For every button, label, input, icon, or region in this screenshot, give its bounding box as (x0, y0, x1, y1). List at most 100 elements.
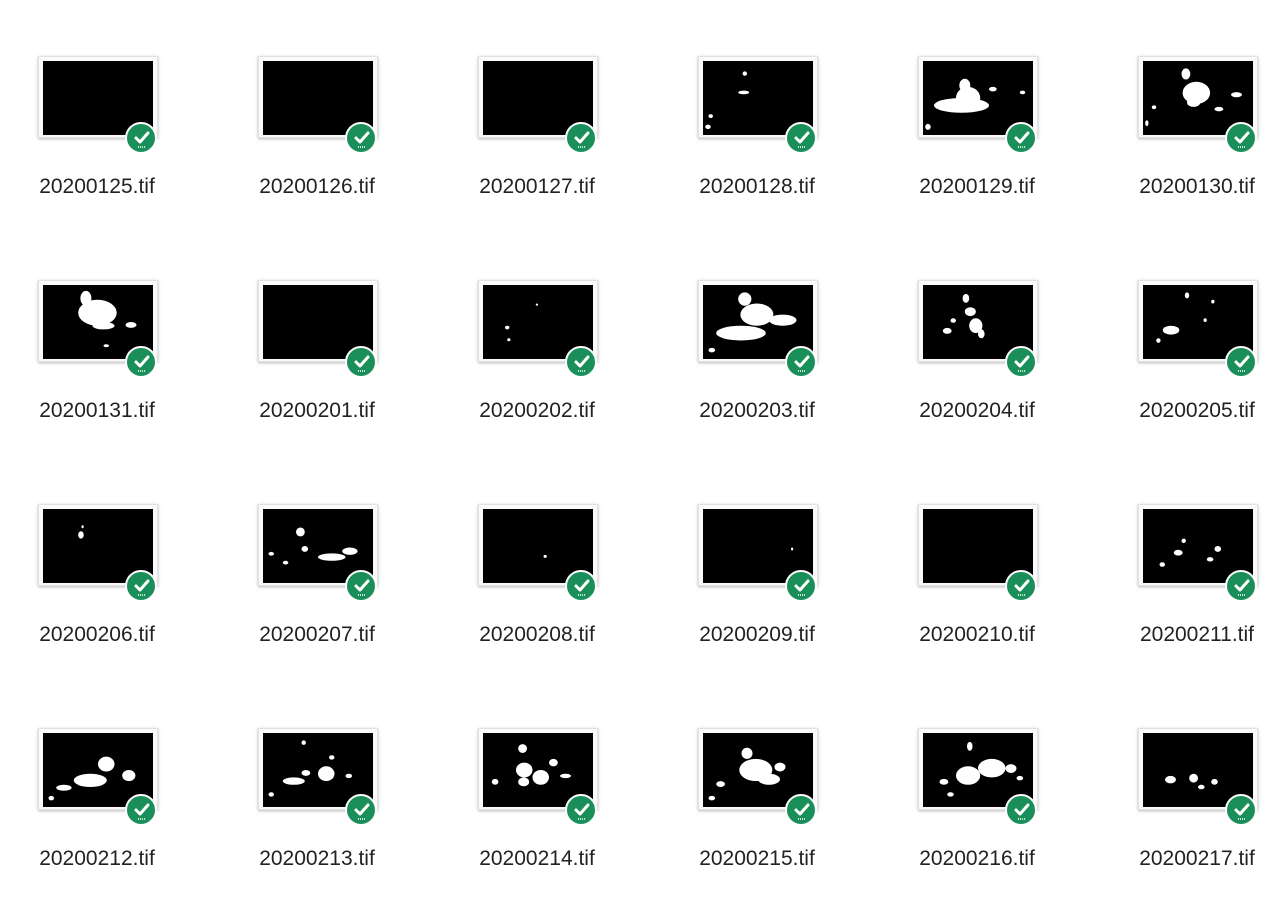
file-name: 20200213.tif (259, 847, 375, 870)
mask-blob (967, 741, 973, 751)
mask-blobs (708, 292, 797, 353)
mask-blobs (939, 741, 1024, 797)
mask-blob (956, 766, 981, 785)
sync-check-icon (565, 794, 597, 826)
mask-blob (268, 551, 274, 556)
sync-check-icon (125, 122, 157, 154)
sync-check-icon (125, 570, 157, 602)
file-item[interactable]: 20200210.tif (887, 496, 1087, 686)
mask-blob (1187, 98, 1201, 107)
sync-check-icon (785, 122, 817, 154)
sync-check-icon (345, 570, 377, 602)
file-item[interactable]: 20200204.tif (887, 272, 1087, 462)
mask-blobs (1145, 68, 1242, 127)
mask-blob (1206, 557, 1214, 562)
file-item[interactable]: 20200125.tif (7, 48, 207, 238)
file-thumbnail[interactable] (258, 56, 378, 138)
mask-blob (1159, 562, 1165, 567)
file-thumbnail[interactable] (38, 56, 158, 138)
sync-check-icon (1225, 570, 1257, 602)
mask-blob (282, 777, 305, 785)
mask-blob (978, 758, 1006, 778)
mask-blobs (791, 547, 794, 551)
mask-blob (268, 792, 274, 797)
file-name: 20200217.tif (1139, 847, 1255, 870)
mask-blobs (1165, 773, 1218, 790)
mask-blob (1019, 90, 1026, 95)
file-item[interactable]: 20200126.tif (227, 48, 427, 238)
thumbnail-image (703, 733, 813, 807)
file-item[interactable]: 20200216.tif (887, 720, 1087, 910)
mask-blob (301, 740, 306, 745)
mask-blob (716, 325, 766, 341)
file-name: 20200207.tif (259, 623, 375, 646)
mask-blob (81, 525, 84, 529)
file-thumbnail[interactable] (258, 504, 378, 586)
mask-blob (742, 71, 747, 76)
sync-check-icon (1005, 122, 1037, 154)
mask-blob (125, 322, 137, 328)
file-item[interactable]: 20200214.tif (447, 720, 647, 910)
file-name: 20200208.tif (479, 623, 595, 646)
file-item[interactable]: 20200205.tif (1107, 272, 1278, 462)
mask-blob (507, 338, 511, 342)
file-item[interactable]: 20200211.tif (1107, 496, 1278, 686)
file-name: 20200205.tif (1139, 399, 1255, 422)
mask-blob (532, 770, 549, 785)
sync-check-icon (125, 346, 157, 378)
mask-blob (296, 527, 305, 537)
mask-blob (1165, 775, 1176, 784)
mask-blobs (491, 744, 571, 787)
file-thumbnail[interactable] (918, 504, 1038, 586)
mask-blobs (78, 290, 137, 348)
file-item[interactable]: 20200129.tif (887, 48, 1087, 238)
sync-check-icon (1225, 122, 1257, 154)
mask-blob (939, 778, 949, 785)
file-thumbnail[interactable] (698, 280, 818, 362)
file-item[interactable]: 20200127.tif (447, 48, 647, 238)
mask-blob (1214, 546, 1222, 552)
mask-blob (1181, 68, 1191, 80)
file-name: 20200214.tif (479, 847, 595, 870)
file-item[interactable]: 20200130.tif (1107, 48, 1278, 238)
file-item[interactable]: 20200206.tif (7, 496, 207, 686)
file-item[interactable]: 20200212.tif (7, 720, 207, 910)
file-name: 20200215.tif (699, 847, 815, 870)
file-name: 20200129.tif (919, 175, 1035, 198)
mask-blob (282, 560, 289, 565)
file-item[interactable]: 20200217.tif (1107, 720, 1278, 910)
mask-blob (122, 770, 136, 782)
file-item[interactable]: 20200215.tif (667, 720, 867, 910)
mask-blob (925, 123, 931, 130)
sync-check-icon (565, 346, 597, 378)
mask-blob (1145, 120, 1149, 127)
mask-blob (1184, 292, 1190, 299)
file-item[interactable]: 20200202.tif (447, 272, 647, 462)
file-item[interactable]: 20200213.tif (227, 720, 427, 910)
mask-blob (518, 744, 527, 753)
mask-blob (329, 755, 335, 760)
file-item[interactable]: 20200201.tif (227, 272, 427, 462)
file-thumbnail[interactable] (698, 56, 818, 138)
mask-blob (78, 531, 84, 539)
file-name: 20200125.tif (39, 175, 155, 198)
file-item[interactable]: 20200131.tif (7, 272, 207, 462)
file-name: 20200212.tif (39, 847, 155, 870)
file-item[interactable]: 20200208.tif (447, 496, 647, 686)
sync-check-icon (345, 346, 377, 378)
file-thumbnail[interactable] (1138, 280, 1258, 362)
file-item[interactable]: 20200207.tif (227, 496, 427, 686)
mask-blob (1005, 764, 1017, 773)
sync-check-icon (345, 794, 377, 826)
file-item[interactable]: 20200203.tif (667, 272, 867, 462)
mask-blob (708, 347, 716, 353)
file-thumbnail[interactable] (38, 504, 158, 586)
file-item[interactable]: 20200209.tif (667, 496, 867, 686)
file-item[interactable]: 20200128.tif (667, 48, 867, 238)
sync-check-icon (1005, 570, 1037, 602)
file-name: 20200211.tif (1139, 623, 1255, 646)
file-name: 20200128.tif (699, 175, 815, 198)
sync-check-icon (785, 570, 817, 602)
mask-blob (741, 747, 753, 759)
mask-blob (78, 299, 117, 326)
